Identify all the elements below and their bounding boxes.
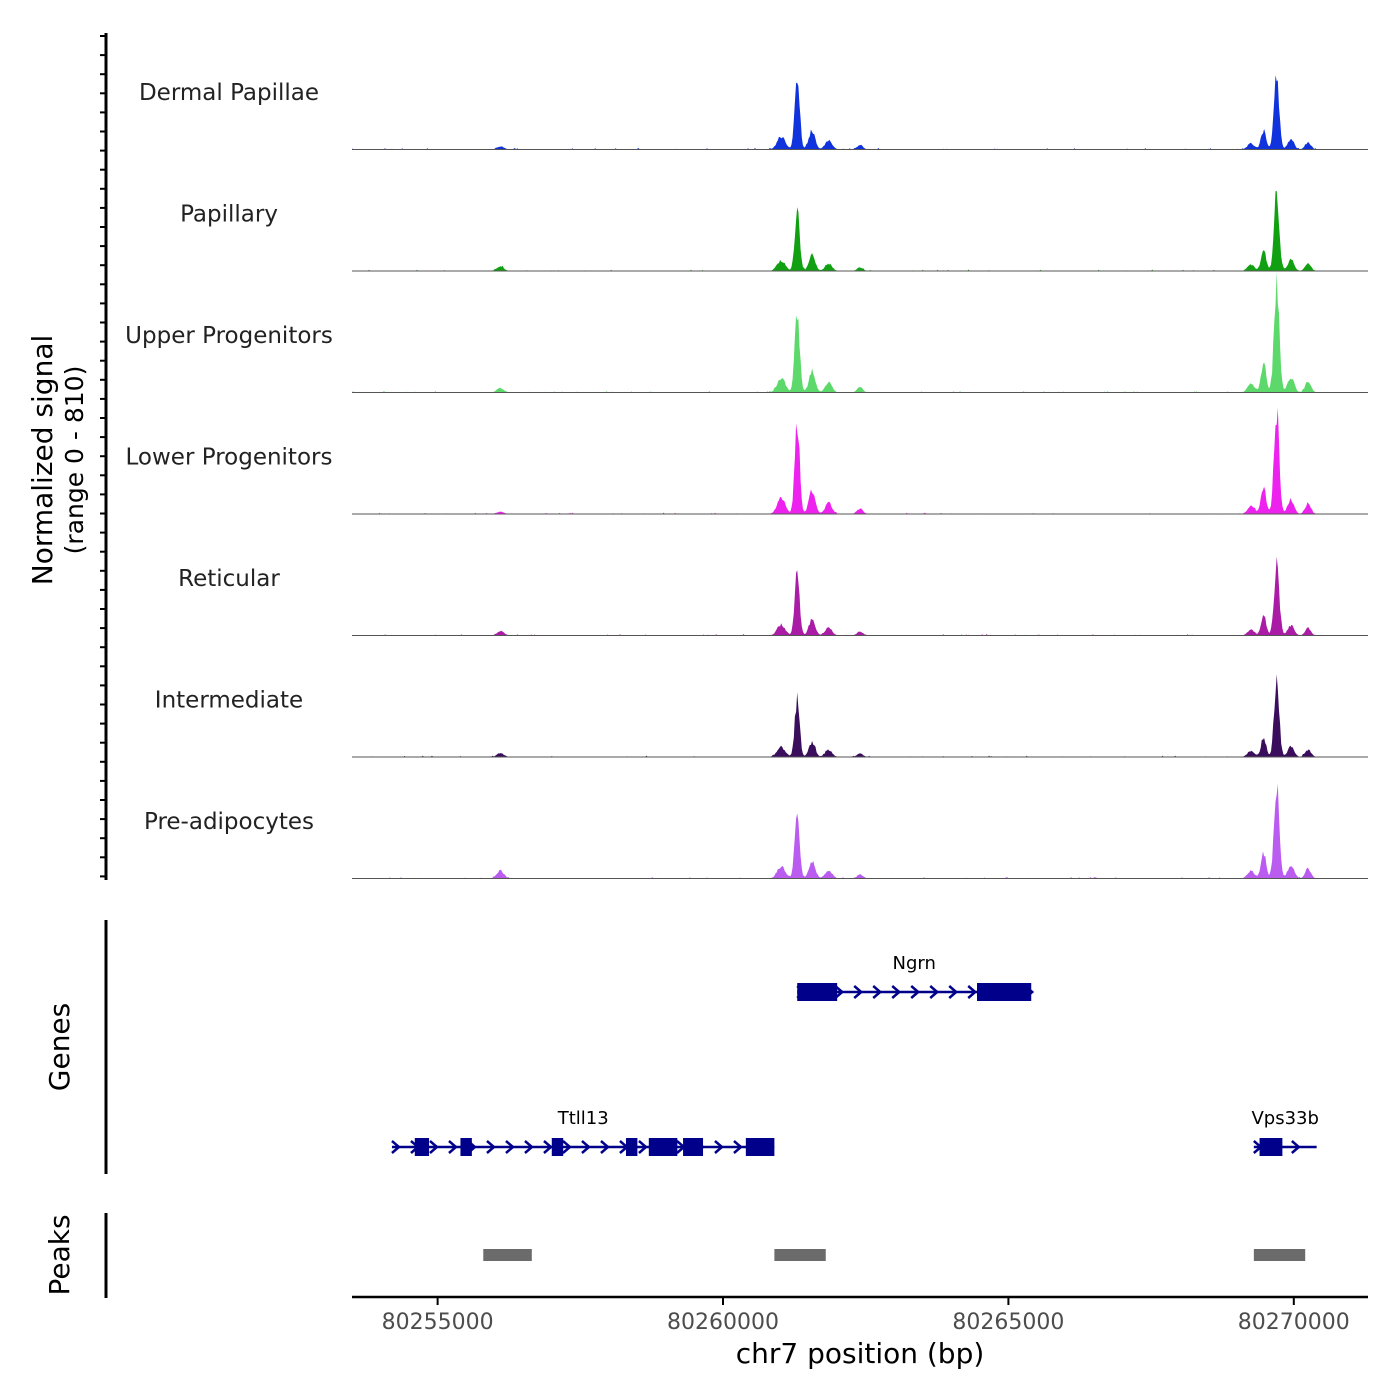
track-papillary: Papillary [180,190,1368,272]
strand-chevron [733,1140,743,1154]
track-label: Reticular [178,566,280,592]
strand-chevron [391,1140,401,1154]
strand-chevron [834,985,845,999]
track-upper-progenitors: Upper Progenitors [125,271,1368,393]
gene-ngrn: Ngrn [796,953,1035,1001]
strand-chevron [448,1140,458,1154]
signal-y-ticks [100,35,106,878]
strand-chevron [1291,1140,1301,1154]
gene-exon [625,1138,638,1156]
x-tick-label: 80270000 [1238,1310,1350,1335]
peak-region [774,1249,826,1261]
gene-label: Vps33b [1251,1108,1318,1129]
track-label: Upper Progenitors [125,323,333,349]
track-intermediate: Intermediate [155,674,1368,758]
strand-chevron [929,985,940,999]
genes-panel-label: Genes [43,1003,76,1091]
strand-chevron [543,1140,553,1154]
strand-chevron [638,1140,648,1154]
peaks-track [483,1249,1306,1261]
y-axis-subtitle: (range 0 - 810) [60,366,89,555]
x-axis-ticks: 80255000 80260000 80265000 80270000 [382,1297,1350,1335]
gene-vps33b: Vps33b [1251,1108,1319,1156]
strand-chevron [891,985,902,999]
strand-chevron [581,1140,591,1154]
signal-tracks: Dermal Papillae Papillary Upper Progenitor… [125,75,1368,879]
gene-exon [460,1138,472,1156]
strand-chevron [505,1140,515,1154]
strand-chevron [967,985,978,999]
gene-exon [977,983,1032,1001]
strand-chevron [714,1140,724,1154]
gene-exon [683,1138,704,1156]
track-dermal-papillae: Dermal Papillae [139,75,1368,150]
track-label: Papillary [180,202,278,228]
strand-chevron [600,1140,610,1154]
strand-chevron [524,1140,534,1154]
gene-label: Ngrn [893,953,936,974]
peak-region [483,1249,532,1261]
x-tick-label: 80255000 [382,1310,494,1335]
track-label: Dermal Papillae [139,80,319,106]
gene-exon [1259,1138,1283,1156]
strand-chevron [872,985,883,999]
y-axis-title-group: Normalized signal (range 0 - 810) [26,335,89,586]
track-lower-progenitors: Lower Progenitors [126,407,1368,515]
strand-chevron [910,985,921,999]
x-tick-label: 80265000 [952,1310,1064,1335]
genes-track: Ngrn Ttll13 Vps33b [391,953,1319,1156]
x-axis-title: chr7 position (bp) [736,1337,985,1370]
gene-exon [797,983,838,1001]
strand-chevron [429,1140,439,1154]
gene-exon [745,1138,775,1156]
gene-label: Ttll13 [557,1108,609,1129]
track-label: Pre-adipocytes [144,809,314,835]
track-label: Intermediate [155,688,303,714]
gene-ttll13: Ttll13 [391,1108,775,1156]
peaks-panel-label: Peaks [43,1214,76,1295]
strand-chevron [948,985,959,999]
gene-exon [414,1138,430,1156]
x-tick-label: 80260000 [667,1310,779,1335]
gene-exon [648,1138,678,1156]
peak-region [1253,1249,1306,1261]
gene-exon [551,1138,564,1156]
y-axis-title: Normalized signal [26,335,59,586]
strand-chevron [486,1140,496,1154]
track-pre-adipocytes: Pre-adipocytes [144,784,1368,879]
strand-chevron [562,1140,572,1154]
track-label: Lower Progenitors [126,445,333,471]
strand-chevron [853,985,864,999]
track-reticular: Reticular [178,556,1368,636]
